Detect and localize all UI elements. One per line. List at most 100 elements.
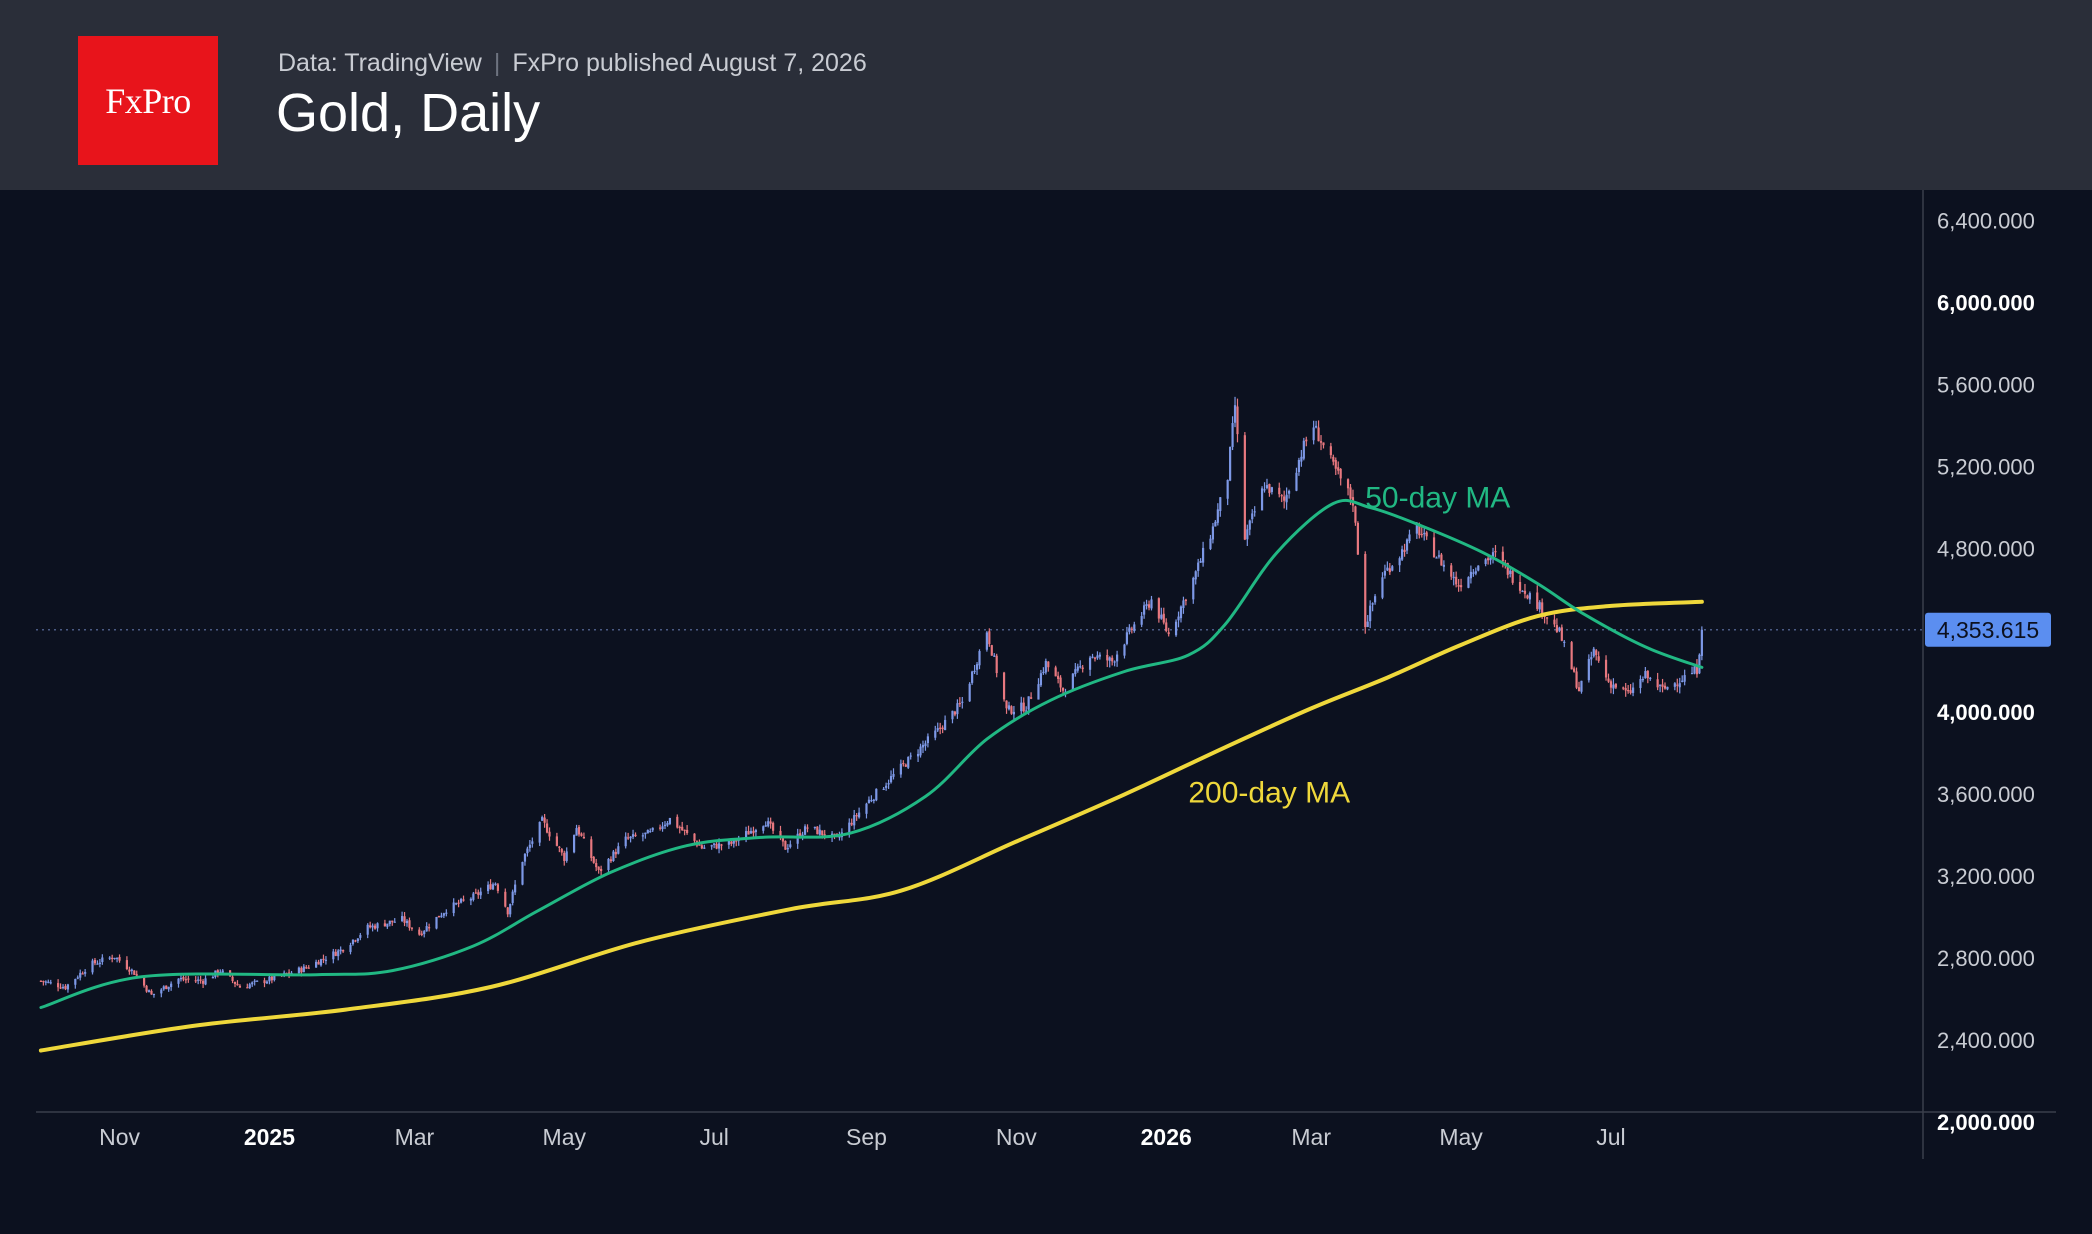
candle-body (1405, 539, 1409, 551)
candle (1573, 666, 1576, 673)
candle (96, 960, 99, 965)
candle-body (958, 703, 961, 705)
candle (885, 782, 888, 791)
candle-body (1278, 487, 1281, 495)
candle-body (1700, 629, 1703, 656)
candle-body (44, 981, 47, 983)
candle (1575, 667, 1578, 690)
candle (115, 957, 119, 963)
candle (858, 807, 861, 819)
candle (1047, 661, 1050, 672)
candle-body (902, 763, 905, 765)
candle (663, 821, 667, 830)
candle-body (858, 812, 861, 818)
candle-body (1332, 456, 1335, 462)
candle (1391, 565, 1394, 572)
candle-body (1371, 603, 1374, 605)
candle-body (307, 967, 310, 969)
candle-body (418, 929, 421, 935)
candle (1174, 619, 1178, 637)
candle-body (1010, 706, 1013, 714)
candle (393, 918, 396, 923)
candle-body (565, 851, 568, 861)
candle (1467, 576, 1470, 589)
candle (629, 836, 632, 843)
candle (1160, 607, 1163, 620)
candle-body (81, 973, 84, 975)
candle-body (273, 975, 276, 981)
candle-body (909, 755, 912, 757)
candle (233, 981, 237, 988)
candle-body (924, 743, 927, 747)
candle (855, 812, 858, 821)
candle (263, 977, 266, 988)
candle-body (617, 846, 620, 854)
candle (265, 980, 269, 985)
candle (644, 832, 647, 839)
candle (1401, 545, 1404, 562)
y-tick-label: 5,600.000 (1937, 372, 2035, 397)
candle (1455, 571, 1458, 588)
candle (1663, 682, 1667, 690)
candle (926, 733, 930, 748)
candle (1383, 564, 1387, 579)
candle-body (1369, 605, 1372, 622)
candle (1162, 607, 1165, 625)
y-tick-label: 2,000.000 (1937, 1110, 2035, 1135)
candle-body (199, 979, 202, 981)
candle-body (781, 838, 785, 842)
candle (1457, 579, 1460, 592)
candle-body (1229, 446, 1232, 481)
candle-body (253, 980, 256, 982)
candle (921, 740, 925, 754)
candle (1555, 618, 1559, 633)
candle-body (889, 776, 893, 783)
candle (887, 779, 890, 789)
candle-body (1285, 494, 1288, 503)
candle (135, 970, 138, 977)
candle-body (1607, 678, 1610, 682)
candle (789, 840, 792, 849)
candle (1061, 687, 1065, 694)
candle-body (916, 753, 920, 757)
candle-body (1251, 513, 1254, 520)
candle-body (1219, 497, 1222, 511)
candle (1356, 521, 1359, 556)
candle (356, 938, 359, 944)
candle (76, 975, 79, 980)
candle (1319, 435, 1323, 451)
candle (772, 821, 775, 834)
candle-body (1302, 440, 1305, 459)
candle (1563, 640, 1566, 648)
candle (1590, 651, 1593, 666)
candle-body (98, 962, 101, 964)
candle (990, 644, 993, 656)
candle (904, 763, 907, 768)
candle-body (1253, 511, 1256, 513)
candle (953, 710, 957, 717)
candle-body (1681, 680, 1684, 682)
candle (486, 881, 490, 895)
candle (423, 930, 426, 938)
candle-body (747, 831, 750, 835)
candle (683, 829, 686, 836)
candle (1388, 563, 1391, 575)
candle (668, 817, 672, 826)
candle-body (627, 837, 630, 839)
candle-body (1007, 705, 1011, 710)
candle (582, 832, 586, 839)
candle (1042, 667, 1045, 675)
candle (575, 824, 578, 836)
candle-body (1695, 665, 1699, 675)
candle (1369, 600, 1372, 629)
candle (1199, 558, 1202, 563)
candle-body (150, 990, 153, 995)
candle-body (1423, 533, 1426, 535)
candle (204, 975, 207, 986)
candle-body (1570, 642, 1573, 670)
candle-body (1123, 644, 1126, 656)
candle-body (1518, 581, 1522, 591)
candle (545, 819, 549, 834)
candle (1474, 567, 1477, 576)
candle (1459, 578, 1463, 592)
